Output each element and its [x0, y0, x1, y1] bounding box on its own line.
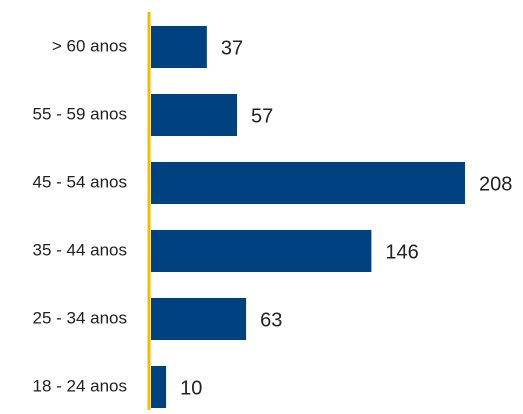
bar — [151, 366, 167, 408]
category-label: 35 - 44 anos — [32, 240, 127, 259]
value-label: 57 — [251, 105, 273, 127]
category-label: > 60 anos — [52, 36, 127, 55]
value-label: 63 — [260, 309, 282, 331]
category-label: 18 - 24 anos — [32, 376, 127, 395]
category-label: 25 - 34 anos — [32, 308, 127, 327]
bar — [151, 162, 465, 204]
category-label: 55 - 59 anos — [32, 104, 127, 123]
value-label: 146 — [385, 241, 418, 263]
category-label: 45 - 54 anos — [32, 172, 127, 191]
bar — [151, 26, 207, 68]
value-label: 37 — [221, 37, 243, 59]
value-label: 208 — [479, 173, 512, 195]
bar — [151, 298, 247, 340]
bar — [151, 94, 238, 136]
value-label: 10 — [180, 377, 202, 399]
bar — [151, 230, 372, 272]
